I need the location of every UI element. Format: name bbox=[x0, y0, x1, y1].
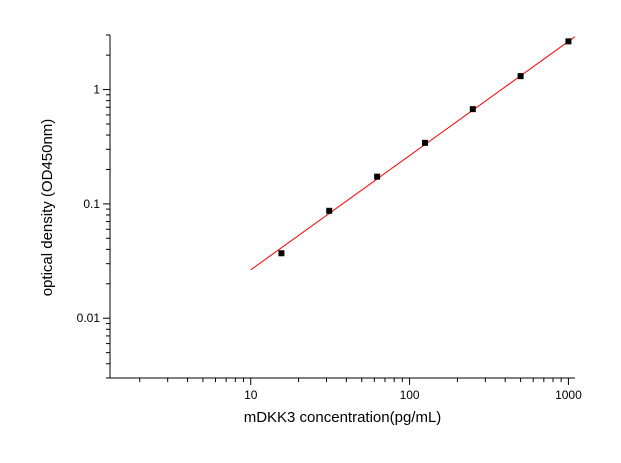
x-tick-label: 100 bbox=[400, 388, 420, 402]
y-tick-label: 0.01 bbox=[77, 311, 101, 325]
data-point bbox=[517, 73, 524, 80]
ticks bbox=[103, 34, 569, 385]
data-point bbox=[278, 250, 285, 257]
data-point bbox=[469, 106, 476, 113]
y-tick-label: 0.1 bbox=[83, 197, 100, 211]
tick-labels: 10 100 1000 0.01 0.1 1 bbox=[77, 83, 582, 402]
x-axis-label: mDKK3 concentration(pg/mL) bbox=[244, 409, 442, 426]
data-point bbox=[374, 173, 381, 180]
data-point bbox=[421, 139, 428, 146]
y-axis-label: optical density (OD450nm) bbox=[39, 119, 56, 297]
data-points bbox=[278, 38, 572, 257]
fit-line-group bbox=[250, 36, 576, 271]
y-tick-label: 1 bbox=[93, 83, 100, 97]
x-tick-label: 1000 bbox=[555, 388, 582, 402]
x-tick-label: 10 bbox=[244, 388, 258, 402]
data-point bbox=[565, 38, 572, 45]
data-point bbox=[326, 207, 333, 214]
fit-line bbox=[250, 36, 576, 271]
